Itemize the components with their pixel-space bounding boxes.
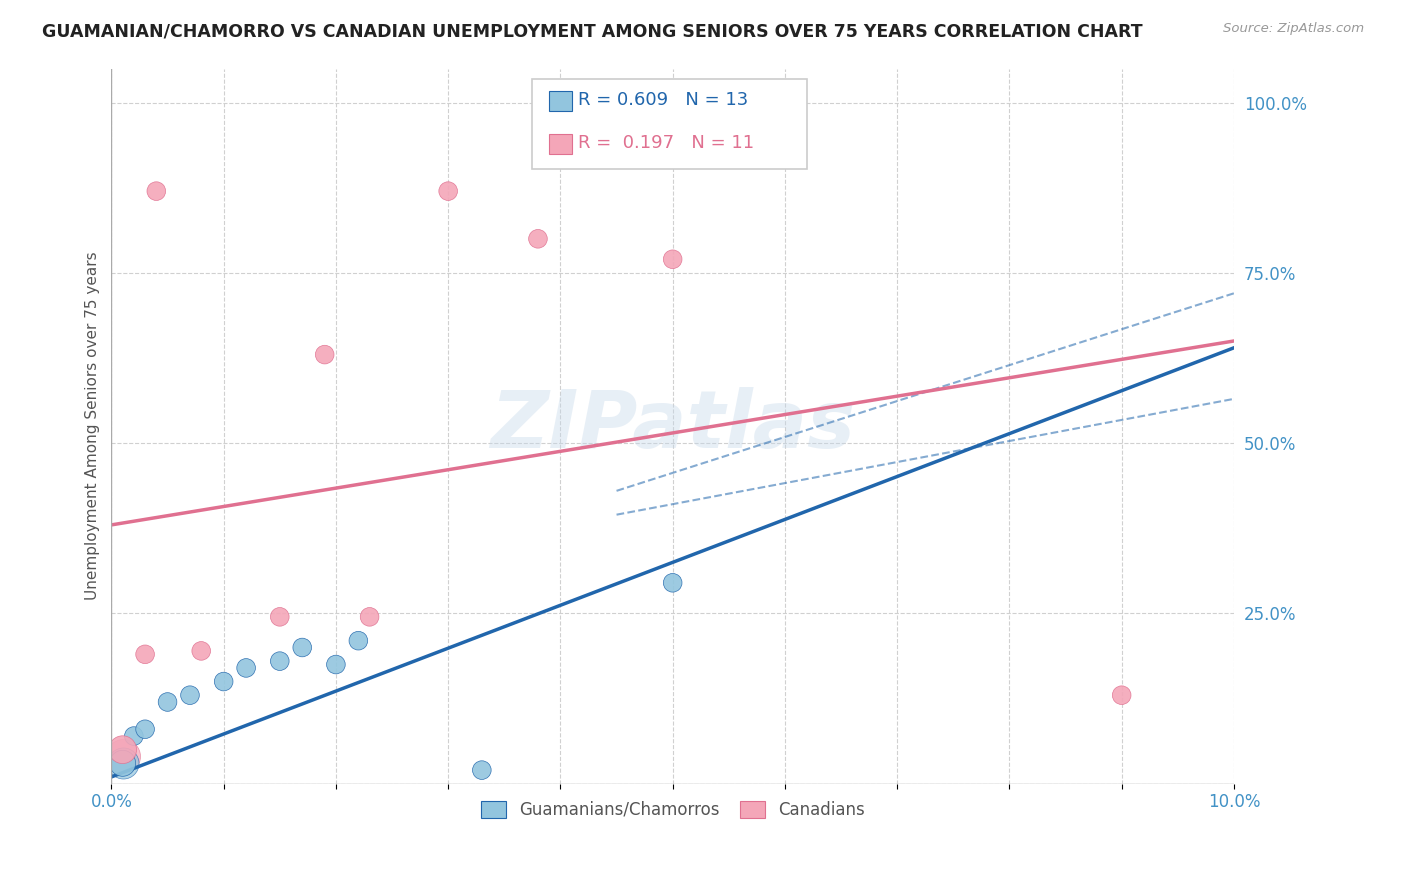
FancyBboxPatch shape xyxy=(533,79,807,169)
Point xyxy=(471,763,494,777)
Point xyxy=(359,610,381,624)
Point xyxy=(661,575,683,590)
Point xyxy=(527,232,550,246)
Point xyxy=(235,661,257,675)
Point xyxy=(111,749,134,764)
Bar xyxy=(550,91,572,112)
Point xyxy=(269,654,291,668)
Point xyxy=(1111,688,1133,702)
Point xyxy=(212,674,235,689)
Text: R = 0.609   N = 13: R = 0.609 N = 13 xyxy=(578,91,748,110)
Point xyxy=(314,348,336,362)
Point xyxy=(291,640,314,655)
Point xyxy=(269,610,291,624)
Point xyxy=(111,756,134,771)
Bar xyxy=(550,135,572,154)
Text: R =  0.197   N = 11: R = 0.197 N = 11 xyxy=(578,135,755,153)
Text: Source: ZipAtlas.com: Source: ZipAtlas.com xyxy=(1223,22,1364,36)
Point xyxy=(111,756,134,771)
Point xyxy=(156,695,179,709)
Text: ZIPatlas: ZIPatlas xyxy=(491,387,855,465)
Point xyxy=(122,729,145,743)
Legend: Guamanians/Chamorros, Canadians: Guamanians/Chamorros, Canadians xyxy=(474,794,872,825)
Point xyxy=(179,688,201,702)
Text: GUAMANIAN/CHAMORRO VS CANADIAN UNEMPLOYMENT AMONG SENIORS OVER 75 YEARS CORRELAT: GUAMANIAN/CHAMORRO VS CANADIAN UNEMPLOYM… xyxy=(42,22,1143,40)
Point xyxy=(190,644,212,658)
Point xyxy=(437,184,460,198)
Point xyxy=(661,252,683,267)
Y-axis label: Unemployment Among Seniors over 75 years: Unemployment Among Seniors over 75 years xyxy=(86,252,100,600)
Point xyxy=(145,184,167,198)
Point xyxy=(347,633,370,648)
Point xyxy=(134,723,156,737)
Point xyxy=(111,742,134,756)
Point xyxy=(325,657,347,672)
Point xyxy=(134,648,156,662)
